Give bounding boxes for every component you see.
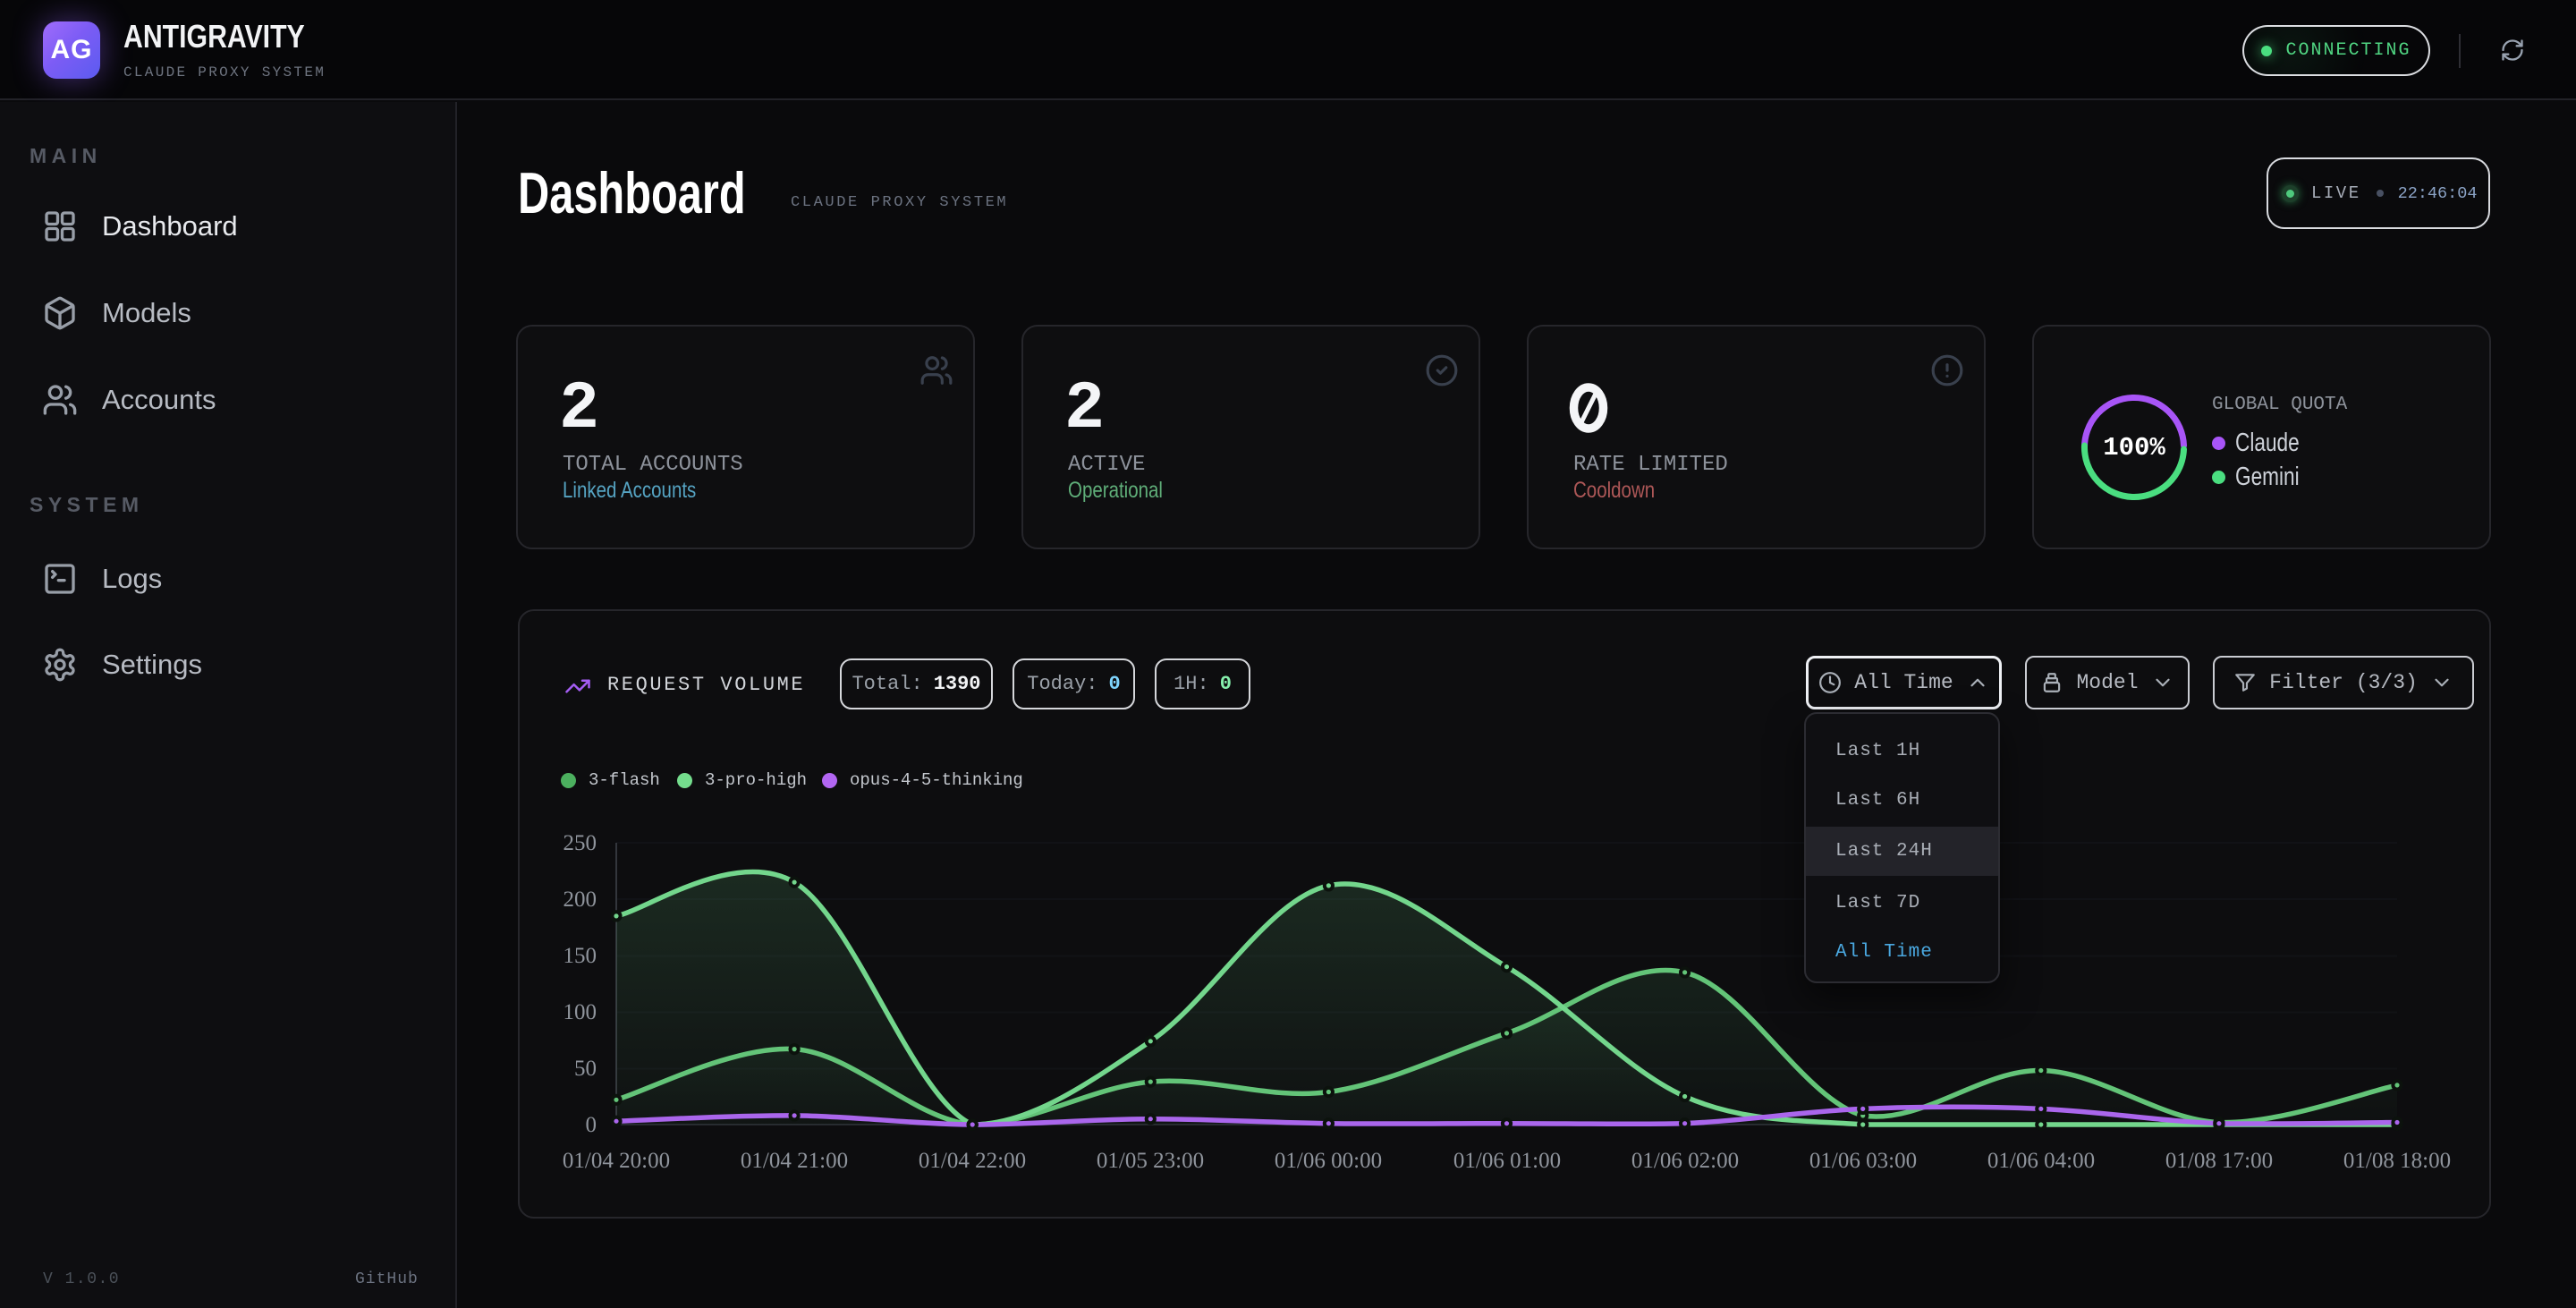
svg-text:01/06 03:00: 01/06 03:00 [1809,1149,1917,1173]
svg-text:01/06 01:00: 01/06 01:00 [1453,1149,1561,1173]
svg-text:01/04 21:00: 01/04 21:00 [741,1149,848,1173]
svg-text:01/08 17:00: 01/08 17:00 [2165,1149,2273,1173]
svg-text:200: 200 [564,888,597,912]
svg-text:250: 250 [564,831,597,855]
svg-text:100: 100 [564,1000,597,1024]
svg-text:01/06 02:00: 01/06 02:00 [1631,1149,1739,1173]
svg-text:01/05 23:00: 01/05 23:00 [1097,1149,1204,1173]
svg-text:01/08 18:00: 01/08 18:00 [2343,1149,2451,1173]
svg-text:0: 0 [586,1113,597,1137]
svg-text:01/06 00:00: 01/06 00:00 [1275,1149,1382,1173]
svg-text:50: 50 [574,1057,597,1081]
svg-text:150: 150 [564,944,597,968]
svg-text:01/04 20:00: 01/04 20:00 [563,1149,670,1173]
svg-text:01/04 22:00: 01/04 22:00 [919,1149,1026,1173]
svg-text:01/06 04:00: 01/06 04:00 [1987,1149,2095,1173]
